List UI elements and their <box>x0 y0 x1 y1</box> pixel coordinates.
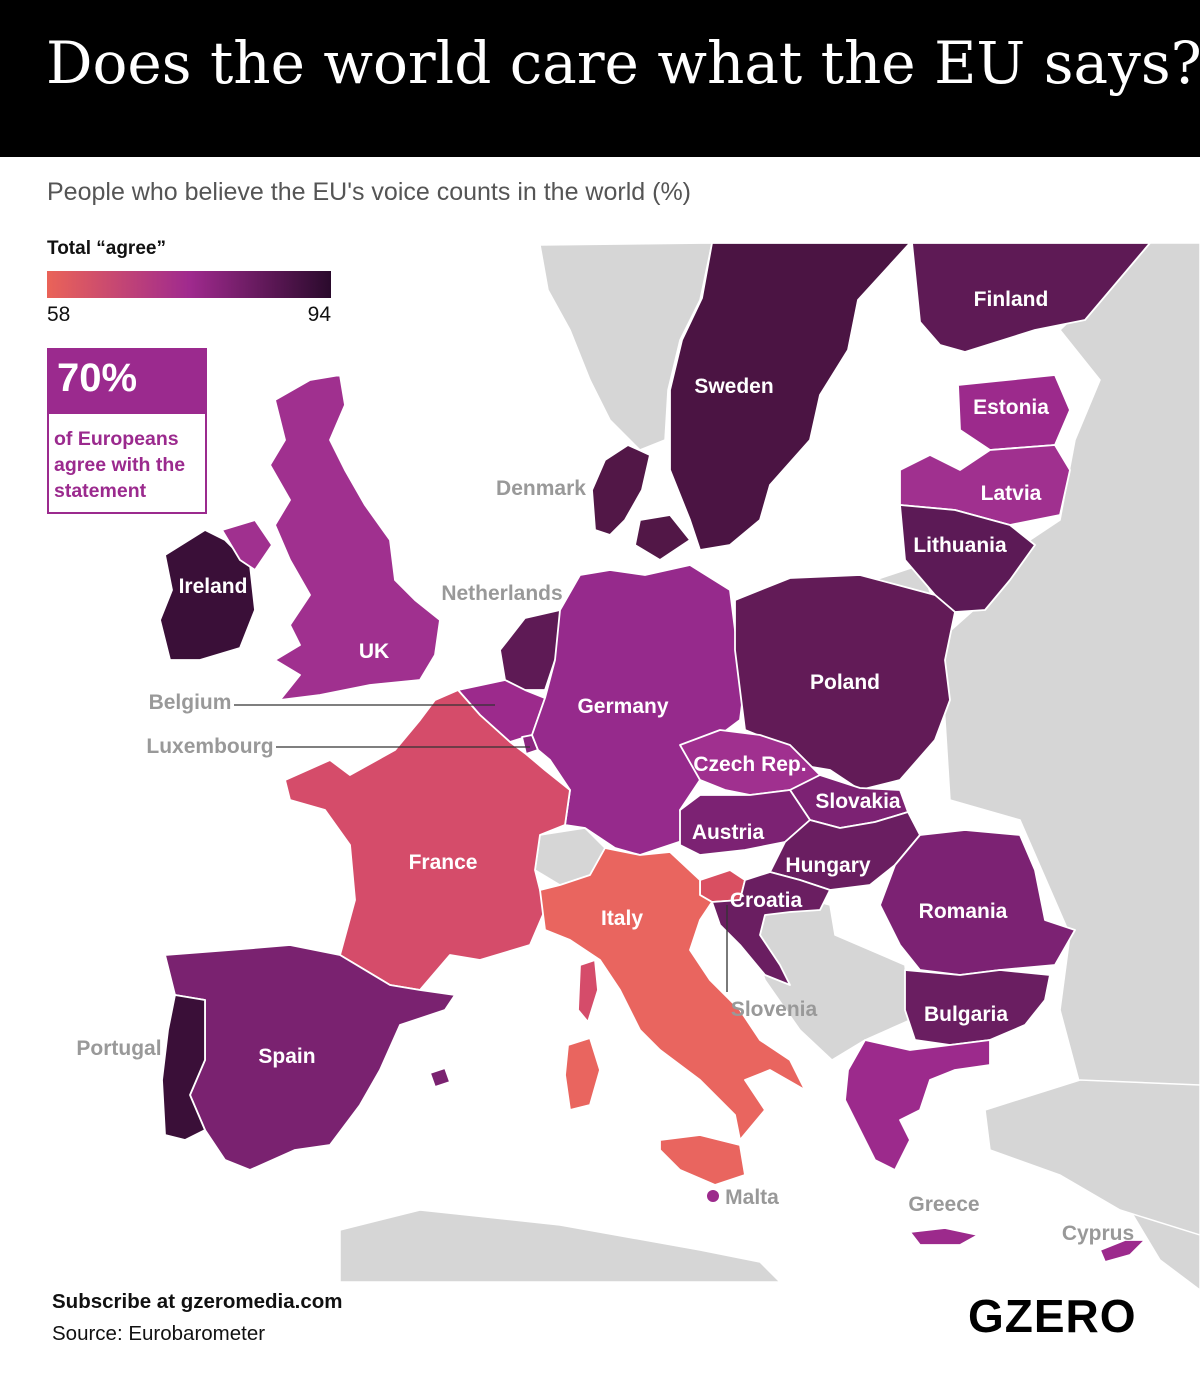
ireland-shape <box>159 529 256 661</box>
legend-title: Total “agree” <box>47 238 166 259</box>
page-subtitle: People who believe the EU's voice counts… <box>47 178 691 206</box>
sardinia-shape <box>564 1037 601 1111</box>
uk-shape <box>269 374 441 701</box>
lithuania-shape <box>899 504 1036 613</box>
north-africa <box>339 1209 782 1283</box>
label-latvia: Latvia <box>981 482 1042 505</box>
sweden-shape <box>669 242 911 551</box>
label-malta: Malta <box>725 1186 779 1209</box>
label-sweden: Sweden <box>694 375 773 398</box>
poland-shape <box>734 574 956 791</box>
callout-box: 70% of Europeans agree with the statemen… <box>47 348 207 514</box>
label-slovakia: Slovakia <box>815 790 901 813</box>
footer-subscribe: Subscribe at gzeromedia.com <box>52 1290 343 1313</box>
footer-source: Source: Eurobarometer <box>52 1322 266 1345</box>
label-lithuania: Lithuania <box>913 534 1007 557</box>
romania-shape <box>879 829 1076 976</box>
legend-min-label: 58 <box>47 303 71 326</box>
label-germany: Germany <box>577 695 668 718</box>
northern-ireland-shape <box>221 519 273 571</box>
legend-max-label: 94 <box>307 303 331 326</box>
label-romania: Romania <box>919 900 1008 923</box>
malta-dot <box>707 1190 719 1202</box>
label-spain: Spain <box>258 1045 315 1068</box>
label-hungary: Hungary <box>785 854 871 877</box>
greece-shape <box>844 1039 991 1171</box>
label-czech: Czech Rep. <box>693 753 806 776</box>
callout-text: of Europeans agree with the statement <box>54 428 186 502</box>
denmark-shape <box>591 444 651 536</box>
legend-color-bar <box>47 271 331 298</box>
title-bar: Does the world care what the EU says? <box>0 0 1200 157</box>
no-data-land <box>339 242 1200 1291</box>
crete-shape <box>909 1227 979 1246</box>
label-slovenia: Slovenia <box>731 998 818 1021</box>
label-netherlands: Netherlands <box>441 582 562 605</box>
legend-gradient <box>47 271 331 298</box>
label-uk: UK <box>359 640 389 663</box>
label-cyprus: Cyprus <box>1062 1222 1134 1245</box>
map-labels: Finland Sweden Estonia Latvia Lithuania … <box>76 288 1134 1245</box>
label-italy: Italy <box>601 907 643 930</box>
countries <box>159 242 1151 1263</box>
norway <box>539 242 713 451</box>
croatia-shape <box>711 871 831 986</box>
label-portugal: Portugal <box>76 1037 161 1060</box>
france-shape <box>284 689 571 991</box>
sicily-shape <box>659 1134 746 1186</box>
finland-shape <box>911 242 1151 353</box>
callout-value: 70% <box>57 356 138 400</box>
label-belgium: Belgium <box>149 691 232 714</box>
label-bulgaria: Bulgaria <box>924 1003 1008 1026</box>
corsica-shape <box>577 959 599 1023</box>
callout-header: 70% <box>49 350 205 414</box>
gzero-logo: GZERO <box>968 1290 1137 1342</box>
label-france: France <box>409 851 478 874</box>
italy-shape <box>539 847 806 1141</box>
label-croatia: Croatia <box>730 889 803 912</box>
balearic-shape <box>429 1067 451 1088</box>
label-estonia: Estonia <box>973 396 1049 419</box>
label-luxembourg: Luxembourg <box>146 735 273 758</box>
label-poland: Poland <box>810 671 880 694</box>
label-finland: Finland <box>974 288 1049 311</box>
denmark-islands <box>634 514 691 561</box>
label-greece: Greece <box>908 1193 979 1216</box>
label-ireland: Ireland <box>179 575 248 598</box>
label-austria: Austria <box>692 821 765 844</box>
bulgaria-shape <box>904 969 1051 1046</box>
cyprus-shape <box>1099 1239 1146 1263</box>
russia-belarus-ukraine <box>939 242 1200 1291</box>
portugal-shape <box>161 994 206 1141</box>
turkey <box>984 1079 1200 1236</box>
leader-lines <box>234 704 728 992</box>
label-denmark: Denmark <box>496 477 586 500</box>
page-title: Does the world care what the EU says? <box>46 29 1200 97</box>
